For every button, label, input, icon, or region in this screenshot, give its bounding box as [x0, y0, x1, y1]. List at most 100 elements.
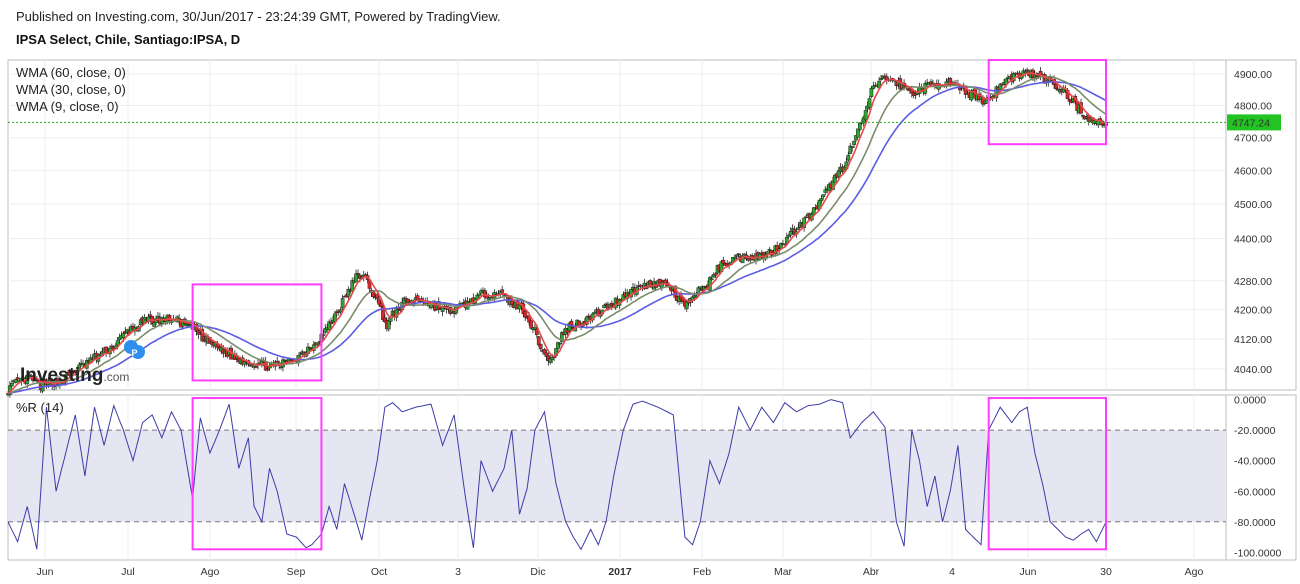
williams-y-tick: -20.0000: [1234, 425, 1276, 437]
candle: [852, 140, 856, 145]
candle: [167, 315, 172, 322]
candle: [1025, 69, 1030, 72]
candle: [486, 297, 491, 300]
x-tick-label: Jun: [1020, 566, 1037, 578]
candle: [308, 347, 312, 349]
candle: [15, 377, 20, 380]
candle: [733, 256, 737, 260]
candle: [254, 366, 258, 368]
x-tick-label: Jul: [121, 566, 134, 578]
y-tick-label: 4600.00: [1234, 166, 1272, 178]
candle: [415, 295, 420, 300]
candle: [846, 154, 851, 161]
x-tick-label: Abr: [863, 566, 880, 578]
dividend-marker-letter: P: [131, 348, 137, 358]
candle: [592, 312, 597, 315]
candle: [13, 379, 18, 384]
candle: [121, 333, 126, 338]
candle: [767, 248, 772, 251]
candle: [811, 207, 816, 215]
candle: [240, 357, 245, 365]
candle: [529, 320, 533, 329]
price-pane: [7, 59, 1297, 391]
candle: [338, 309, 343, 312]
williams-y-tick: 0.0000: [1234, 395, 1266, 407]
x-tick-label: 3: [455, 566, 461, 578]
highlight-box: [987, 397, 1107, 551]
highlight-box: [987, 59, 1107, 146]
candle: [558, 342, 562, 345]
indicator-legend: WMA (60, close, 0): [16, 65, 126, 80]
y-tick-label: 4120.00: [1234, 334, 1272, 346]
candle: [602, 305, 606, 309]
dividend-marker-icon: [131, 345, 145, 359]
candle: [709, 278, 714, 280]
y-tick-label: 4400.00: [1234, 234, 1272, 246]
candle: [869, 88, 874, 97]
x-tick-label: 4: [949, 566, 955, 578]
candle: [115, 340, 120, 346]
candle: [386, 320, 391, 330]
candle: [788, 231, 793, 236]
candle: [340, 298, 345, 309]
x-tick-label: Sep: [287, 566, 306, 578]
williams-y-tick: -40.0000: [1234, 456, 1276, 468]
candle: [713, 273, 718, 276]
y-tick-label: 4700.00: [1234, 133, 1272, 145]
y-tick-label: 4280.00: [1234, 276, 1272, 288]
candle: [863, 110, 868, 120]
candle: [638, 284, 643, 287]
candle: [315, 342, 320, 346]
candle: [858, 122, 862, 130]
published-info: Published on Investing.com, 30/Jun/2017 …: [16, 9, 501, 24]
williams-y-tick: -80.0000: [1234, 517, 1276, 529]
candle: [9, 383, 14, 387]
x-tick-label: 2017: [608, 566, 632, 578]
y-tick-label: 4200.00: [1234, 305, 1272, 317]
x-tick-label: Mar: [774, 566, 793, 578]
candle: [1023, 71, 1028, 73]
indicator-legend: WMA (30, close, 0): [16, 82, 126, 97]
y-tick-label: 4800.00: [1234, 101, 1272, 113]
candle: [375, 294, 380, 299]
candle: [1054, 83, 1058, 90]
candle: [536, 336, 541, 346]
watermark-suffix: .com: [103, 370, 129, 384]
candle: [819, 198, 824, 202]
candle: [823, 189, 828, 193]
x-tick-label: Dic: [530, 566, 545, 578]
candle: [721, 259, 726, 264]
candle: [569, 320, 574, 328]
candle: [148, 314, 153, 318]
candle: [354, 273, 358, 283]
williams-y-tick: -60.0000: [1234, 486, 1276, 498]
x-tick-label: Oct: [371, 566, 387, 578]
candle: [821, 194, 826, 198]
candle: [854, 135, 858, 141]
candle: [784, 236, 789, 244]
candle: [350, 280, 355, 292]
candle: [500, 289, 505, 293]
candle: [584, 316, 589, 325]
x-tick-label: Feb: [693, 566, 711, 578]
x-tick-label: Ago: [1185, 566, 1204, 578]
candle: [879, 78, 883, 80]
x-tick-label: Jun: [37, 566, 54, 578]
wma-60-line: [7, 81, 1107, 395]
candle: [265, 368, 270, 371]
candle: [850, 146, 855, 149]
candle: [796, 227, 801, 230]
last-price-label: 4747.24: [1232, 117, 1270, 129]
candle: [867, 98, 872, 108]
wma-30-line: [7, 75, 1107, 395]
candle: [379, 303, 383, 307]
investing-watermark: Investing.com: [20, 365, 129, 386]
candle: [856, 128, 860, 138]
indicator-legend: WMA (9, close, 0): [16, 99, 119, 114]
williams-legend: %R (14): [16, 400, 64, 415]
candle: [577, 320, 581, 326]
candle: [477, 293, 481, 296]
wma-9-line: [7, 72, 1107, 395]
symbol-title: IPSA Select, Chile, Santiago:IPSA, D: [16, 32, 241, 47]
